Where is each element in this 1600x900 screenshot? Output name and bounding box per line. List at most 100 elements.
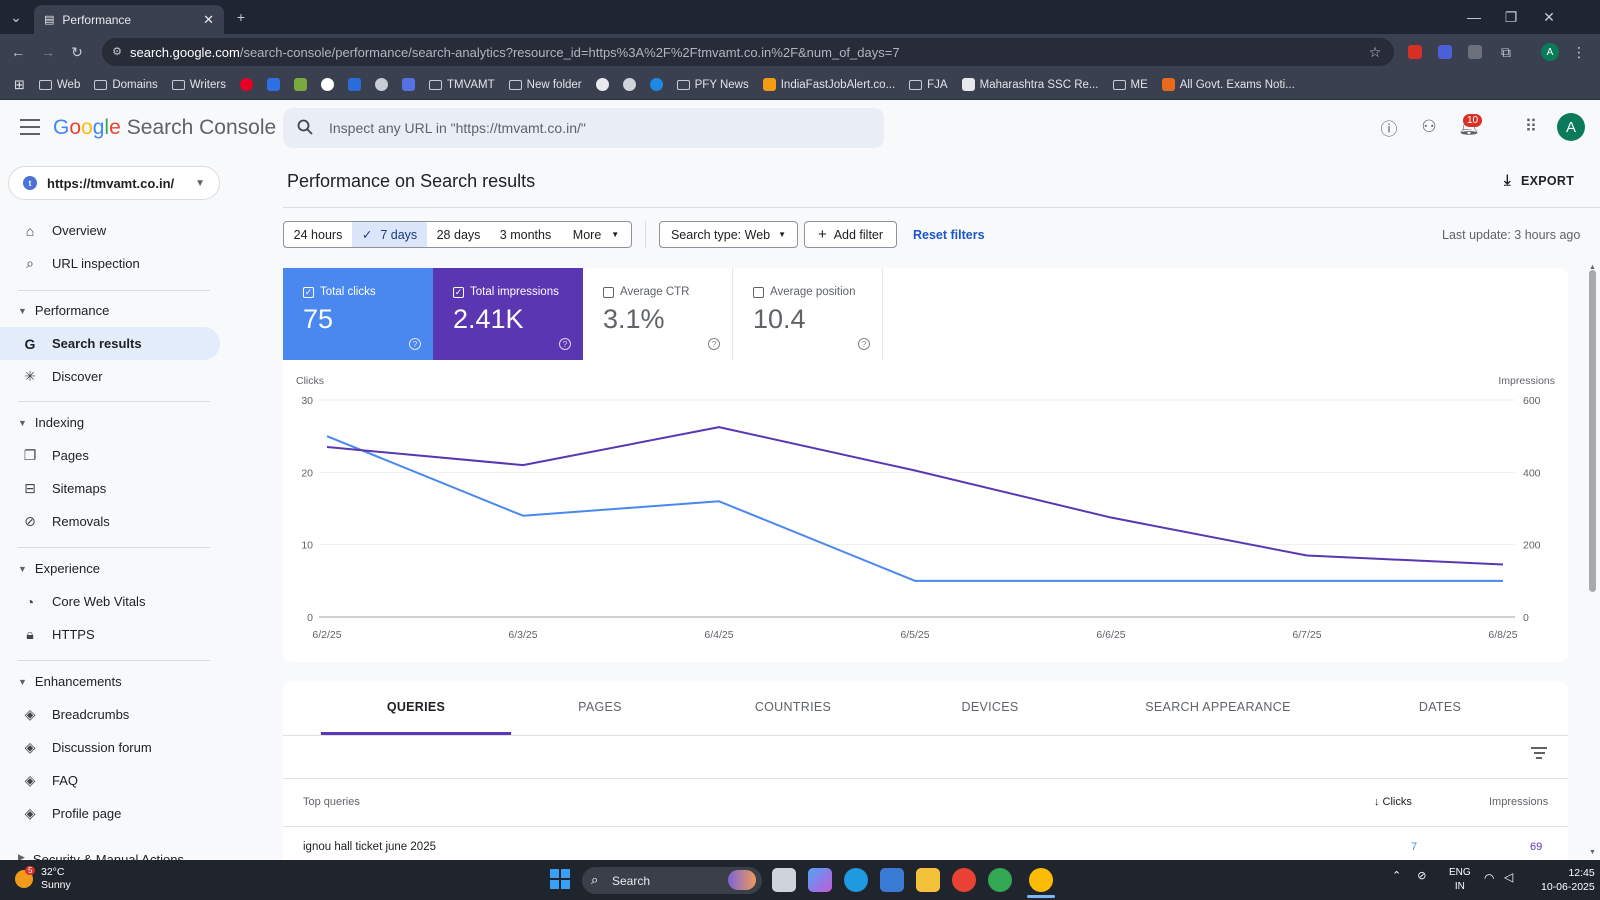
bookmark-blue-star[interactable] — [347, 78, 361, 91]
tab-dates[interactable]: DATES — [1418, 700, 1462, 714]
sidebar-item-overview[interactable]: ⌂ Overview — [0, 214, 220, 247]
apps-grid-icon[interactable]: ⊞ — [14, 76, 25, 92]
sidebar-item-sitemaps[interactable]: ⊟ Sitemaps — [0, 472, 220, 505]
bookmark-docs[interactable] — [266, 78, 280, 91]
date-chip-more[interactable]: More ▼ — [561, 221, 632, 248]
bookmark-site[interactable]: Maharashtra SSC Re... — [961, 78, 1099, 91]
reload-icon[interactable]: ↻ — [71, 43, 83, 60]
bookmark-photos[interactable] — [293, 78, 307, 91]
tab-devices[interactable]: DEVICES — [961, 700, 1019, 714]
sidebar-section-performance[interactable]: ▼ Performance — [18, 303, 109, 318]
bookmark-folder[interactable]: PFY News — [676, 79, 749, 91]
weather-widget[interactable]: 5 32°C Sunny — [15, 866, 71, 892]
sidebar-item-core-web-vitals[interactable]: ◔ Core Web Vitals — [0, 585, 220, 618]
bookmark-folder[interactable]: New folder — [508, 79, 582, 91]
bookmark-site[interactable]: All Govt. Exams Noti... — [1161, 78, 1295, 91]
site-info-icon[interactable]: ⚙ — [112, 45, 122, 58]
browser-tab[interactable]: ▤ Performance ✕ — [34, 5, 224, 34]
table-row-query[interactable]: ignou hall ticket june 2025 — [303, 841, 436, 853]
tab-search-appearance[interactable]: SEARCH APPEARANCE — [1145, 700, 1291, 714]
sidebar-section-indexing[interactable]: ▼ Indexing — [18, 415, 84, 430]
windows-start-icon[interactable] — [550, 869, 570, 889]
language-indicator[interactable]: ENG IN — [1449, 866, 1471, 894]
tab-queries[interactable]: QUERIES — [386, 700, 446, 714]
date-chip-7-days[interactable]: ✓ 7 days — [352, 221, 428, 248]
help-icon[interactable]: ? — [559, 338, 571, 350]
bookmark-cloud[interactable] — [622, 78, 636, 91]
extension-gray-icon[interactable] — [1468, 45, 1482, 59]
reset-filters-link[interactable]: Reset filters — [913, 228, 985, 242]
sidebar-item-discussion-forum[interactable]: ◈ Discussion forum — [0, 731, 220, 764]
clock[interactable]: 12:45 10-06-2025 — [1541, 866, 1595, 894]
extension-blue-icon[interactable] — [1438, 45, 1452, 59]
bookmark-c[interactable] — [649, 78, 663, 91]
account-avatar[interactable]: A — [1557, 113, 1585, 141]
sidebar-item-discover[interactable]: ✳ Discover — [0, 360, 220, 393]
metric-average-position[interactable]: Average position 10.4 ? — [733, 268, 883, 360]
copilot-icon[interactable] — [808, 868, 832, 892]
tab-pages[interactable]: PAGES — [578, 700, 622, 714]
bookmark-folder[interactable]: ME — [1112, 79, 1148, 91]
column-header-impressions[interactable]: Impressions — [1489, 796, 1549, 808]
volume-icon[interactable]: ◁ — [1504, 870, 1514, 884]
sidebar-section-enhancements[interactable]: ▼ Enhancements — [18, 674, 122, 689]
sidebar-item-profile-page[interactable]: ◈ Profile page — [0, 797, 220, 830]
help-icon[interactable]: ? — [708, 338, 720, 350]
bookmark-star-icon[interactable]: ☆ — [1368, 43, 1382, 60]
extension-red-icon[interactable] — [1408, 45, 1422, 59]
wifi-icon[interactable]: ◠ — [1484, 871, 1495, 885]
browser-menu-icon[interactable]: ⋮ — [1572, 43, 1586, 60]
date-chip-28-days[interactable]: 28 days — [427, 221, 491, 248]
apps-grid-icon[interactable]: ⠿ — [1524, 117, 1538, 136]
back-icon[interactable]: ← — [11, 44, 25, 60]
new-tab-icon[interactable]: + — [236, 9, 246, 25]
minimize-icon[interactable]: — — [1467, 9, 1481, 25]
bookmark-vpn[interactable] — [401, 78, 415, 91]
sidebar-item-breadcrumbs[interactable]: ◈ Breadcrumbs — [0, 698, 220, 731]
metric-total-impressions[interactable]: ✓ Total impressions 2.41K ? — [433, 268, 583, 360]
filter-rows-icon[interactable] — [1531, 747, 1547, 759]
date-chip-3-months[interactable]: 3 months — [490, 221, 562, 248]
bookmark-folder[interactable]: Domains — [94, 79, 158, 91]
help-icon[interactable]: ⓘ — [1380, 119, 1398, 139]
bookmark-google[interactable] — [320, 78, 334, 91]
bookmark-folder[interactable]: TMVAMT — [428, 79, 495, 91]
profile-avatar-icon[interactable]: A — [1541, 43, 1559, 61]
bookmark-target[interactable] — [595, 78, 609, 91]
sidebar-item-search-results[interactable]: G Search results — [0, 327, 220, 360]
sidebar-item-https[interactable]: 🔒︎ HTTPS — [0, 618, 220, 651]
restore-icon[interactable]: ❐ — [1504, 8, 1518, 25]
sidebar-item-faq[interactable]: ◈ FAQ — [0, 764, 220, 797]
bookmark-site[interactable]: IndiaFastJobAlert.co... — [762, 78, 895, 91]
manage-users-icon[interactable]: ⚇ — [1421, 117, 1437, 136]
hamburger-menu-icon[interactable] — [20, 119, 40, 135]
tab-countries[interactable]: COUNTRIES — [754, 700, 832, 714]
file-explorer-icon[interactable] — [916, 868, 940, 892]
bookmark-pinterest[interactable] — [239, 78, 253, 91]
add-filter-button[interactable]: + Add filter — [804, 221, 897, 248]
chrome-active-icon[interactable] — [1029, 868, 1053, 892]
address-bar[interactable]: search.google.com/search-console/perform… — [102, 38, 1394, 66]
forward-icon[interactable]: → — [41, 44, 55, 60]
inspect-url-input[interactable]: Inspect any URL in "https://tmvamt.co.in… — [283, 108, 884, 148]
edge-icon[interactable] — [844, 868, 868, 892]
sidebar-item-url-inspection[interactable]: ⌕ URL inspection — [0, 247, 220, 280]
scroll-down-arrow-icon[interactable]: ▼ — [1589, 849, 1596, 856]
date-chip-24-hours[interactable]: 24 hours — [283, 221, 353, 248]
extensions-puzzle-icon[interactable]: ⧉ — [1501, 43, 1511, 60]
metric-total-clicks[interactable]: ✓ Total clicks 75 ? — [283, 268, 433, 360]
bookmark-folder[interactable]: Web — [38, 79, 80, 91]
task-view-icon[interactable] — [772, 868, 796, 892]
sidebar-item-removals[interactable]: ⊘ Removals — [0, 505, 220, 538]
bookmark-folder[interactable]: Writers — [171, 79, 226, 91]
bookmark-folder[interactable]: FJA — [909, 79, 948, 91]
column-header-clicks[interactable]: ↓ Clicks — [1374, 796, 1412, 808]
close-window-icon[interactable]: ✕ — [1543, 8, 1555, 25]
chrome-icon[interactable] — [952, 868, 976, 892]
chrome-icon[interactable] — [988, 868, 1012, 892]
sidebar-section-security[interactable]: ▶ Security & Manual Actions — [18, 852, 184, 860]
chevron-up-icon[interactable]: ⌃ — [1392, 870, 1402, 882]
help-icon[interactable]: ? — [409, 338, 421, 350]
search-type-filter[interactable]: Search type: Web ▼ — [659, 221, 798, 248]
